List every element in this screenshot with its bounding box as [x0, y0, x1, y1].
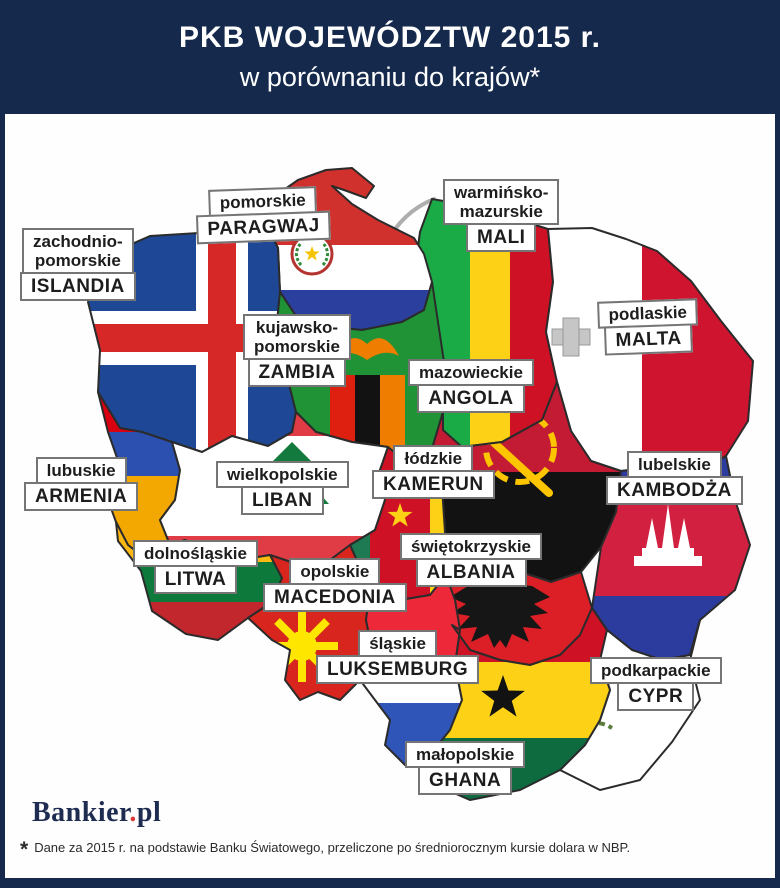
paraguay-emblem-icon	[290, 232, 334, 276]
footnote-asterisk: *	[20, 838, 29, 861]
page-subtitle: w porównaniu do krajów*	[239, 62, 541, 92]
bankier-logo: Bankier.pl	[32, 797, 161, 829]
header-banner: PKB WOJEWÓDZTW 2015 r. w porównaniu do k…	[0, 0, 780, 114]
malta-george-cross-icon	[551, 317, 591, 357]
albania-eagle-icon	[450, 572, 550, 648]
region-zachodniopomorskie	[87, 207, 297, 453]
region-podlaskie	[545, 227, 754, 472]
bankier-logo-suffix: pl	[136, 797, 162, 828]
footnote: * Dane za 2015 r. na podstawie Banku Świa…	[20, 838, 750, 862]
bankier-logo-text: Bankier	[32, 797, 130, 828]
bankier-logo-dot: .	[129, 797, 137, 828]
footnote-text: Dane za 2015 r. na podstawie Banku Świat…	[34, 840, 631, 855]
page-title: PKB WOJEWÓDZTW 2015 r.	[178, 21, 602, 54]
zambia-eagle-icon	[335, 338, 399, 360]
cambodia-angkor-wat-icon	[634, 504, 702, 566]
